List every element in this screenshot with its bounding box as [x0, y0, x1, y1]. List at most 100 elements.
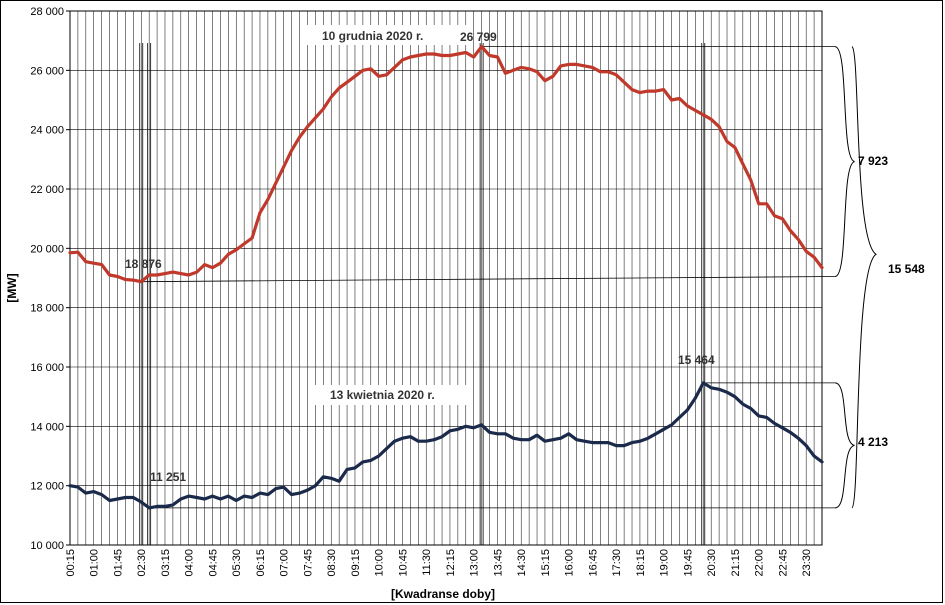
x-tick-label: 19:45: [682, 549, 694, 577]
data-point: [710, 118, 713, 121]
data-point: [393, 440, 396, 443]
data-point: [749, 407, 752, 410]
data-point: [805, 250, 808, 253]
dec-min-guide: [141, 276, 836, 283]
data-point: [813, 256, 815, 259]
data-point: [219, 262, 222, 265]
y-tick-label: 10 000: [30, 540, 64, 552]
data-point: [631, 441, 633, 444]
grid: [66, 10, 823, 546]
data-point: [84, 492, 87, 494]
data-point: [559, 64, 562, 67]
data-point: [124, 496, 127, 499]
y-tick-label: 24 000: [30, 125, 64, 137]
data-point: [544, 79, 546, 82]
data-point: [243, 495, 246, 497]
data-point: [559, 437, 562, 440]
data-point: [496, 56, 499, 58]
data-point: [449, 54, 451, 57]
data-point: [251, 496, 253, 499]
data-point: [227, 253, 230, 256]
data-point: [520, 438, 523, 441]
data-point: [789, 431, 792, 434]
x-tick-label: 20:30: [706, 549, 718, 577]
data-point: [662, 428, 665, 431]
data-point: [346, 81, 348, 84]
x-tick-label: 23:30: [801, 549, 813, 577]
x-tick-label: 09:15: [350, 549, 362, 577]
data-point: [322, 108, 325, 110]
data-point: [536, 434, 538, 437]
data-point: [599, 441, 602, 444]
data-point: [718, 388, 720, 391]
data-point: [599, 70, 602, 73]
x-tick-label: 12:15: [445, 549, 457, 577]
data-point: [821, 266, 823, 269]
data-point: [797, 238, 800, 241]
data-point: [251, 237, 253, 239]
data-point: [77, 486, 79, 489]
title-dec-bg: [302, 25, 470, 45]
data-point: [607, 441, 610, 444]
data-point: [765, 416, 768, 419]
data-point: [330, 96, 333, 98]
data-point: [654, 90, 657, 92]
data-point: [124, 278, 127, 281]
data-point: [726, 391, 728, 394]
data-point: [203, 263, 206, 266]
data-point: [821, 461, 823, 463]
data-point: [773, 214, 776, 217]
dec-min-label: 18 876: [125, 257, 162, 271]
dec-range-label: 7 923: [858, 154, 888, 168]
x-tick-label: 01:45: [112, 549, 124, 577]
data-point: [322, 475, 325, 478]
series-line-dec: [68, 44, 824, 284]
data-point: [464, 51, 467, 54]
x-tick-label: 16:00: [564, 549, 576, 577]
data-point: [156, 274, 158, 276]
x-tick-label: 00:15: [65, 549, 77, 577]
data-point: [195, 496, 198, 499]
x-tick-label: 15:15: [540, 549, 552, 577]
data-point: [710, 386, 713, 389]
x-tick-label: 21:15: [730, 549, 742, 577]
data-point: [417, 440, 420, 443]
data-point: [718, 125, 720, 128]
data-point: [219, 498, 222, 500]
data-point: [496, 432, 499, 435]
data-point: [179, 498, 182, 500]
data-point: [393, 66, 396, 69]
data-point: [314, 116, 317, 119]
x-tick-label: 04:45: [207, 549, 219, 577]
data-point: [77, 251, 79, 254]
data-point: [298, 492, 301, 494]
data-point: [69, 251, 71, 254]
data-point: [259, 211, 261, 214]
plot-area: [69, 10, 823, 546]
data-point: [195, 271, 198, 273]
data-point: [354, 75, 356, 78]
data-point: [100, 493, 103, 496]
series-group: [68, 44, 824, 510]
title-apr-bg: [315, 385, 473, 405]
data-point: [306, 489, 309, 492]
total-range-brace: [851, 46, 877, 509]
data-point: [504, 432, 507, 435]
apr-peak-label: 15 464: [678, 353, 715, 367]
data-point: [504, 72, 507, 75]
data-point: [274, 182, 277, 184]
data-point: [575, 438, 578, 441]
data-point: [92, 490, 95, 493]
data-point: [266, 198, 269, 201]
y-tick-label: 20 000: [30, 243, 64, 255]
data-point: [670, 99, 673, 101]
data-point: [734, 395, 736, 398]
data-point: [211, 495, 214, 497]
series-line-apr: [68, 381, 824, 510]
data-point: [148, 274, 151, 276]
x-tick-label: 05:30: [231, 549, 243, 577]
x-tick-label: 04:00: [184, 549, 196, 577]
data-point: [741, 403, 744, 405]
data-point: [694, 109, 697, 112]
data-point: [433, 438, 436, 441]
